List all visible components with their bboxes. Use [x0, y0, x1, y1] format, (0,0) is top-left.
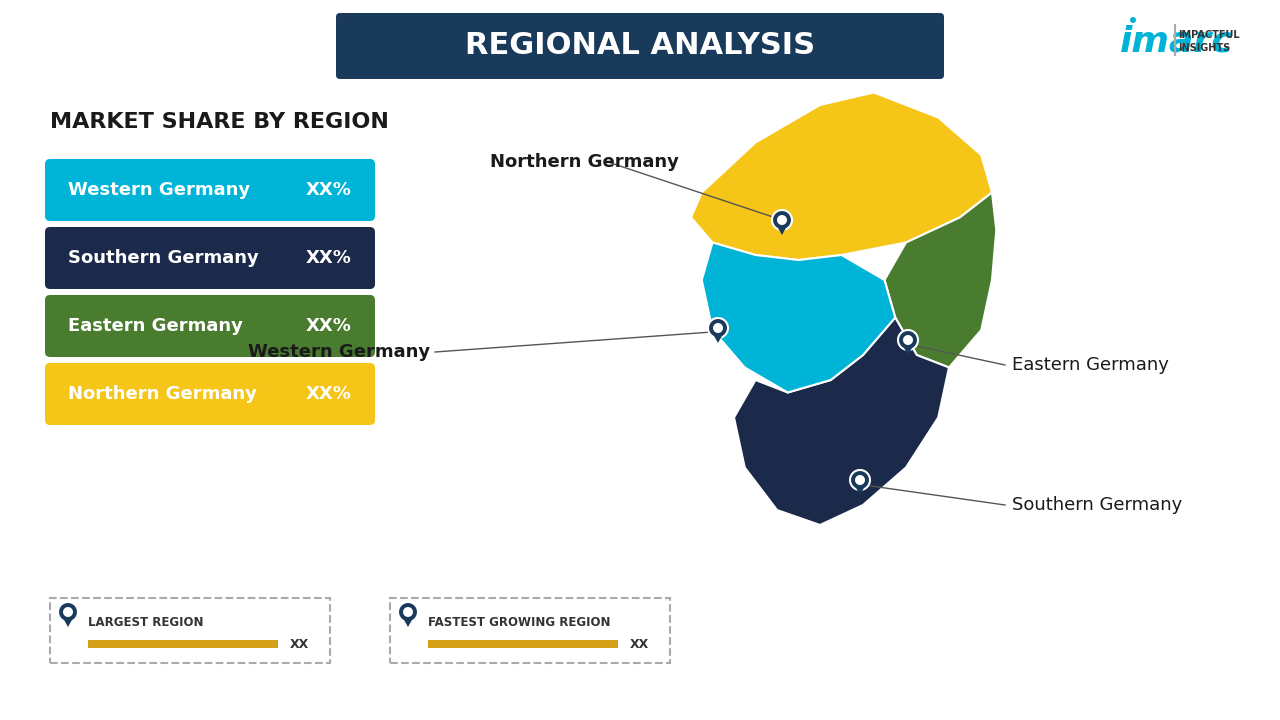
Polygon shape: [691, 92, 992, 260]
Polygon shape: [713, 334, 723, 343]
Circle shape: [713, 323, 723, 333]
FancyBboxPatch shape: [335, 13, 945, 79]
Text: XX: XX: [291, 637, 310, 650]
Text: XX: XX: [630, 637, 649, 650]
Text: Western Germany: Western Germany: [248, 343, 430, 361]
Text: imarc: imarc: [1120, 25, 1234, 59]
Polygon shape: [884, 192, 996, 367]
Polygon shape: [855, 486, 865, 495]
Circle shape: [708, 318, 728, 338]
Text: MARKET SHARE BY REGION: MARKET SHARE BY REGION: [50, 112, 389, 132]
Text: Northern Germany: Northern Germany: [490, 153, 678, 171]
Text: XX%: XX%: [306, 385, 352, 403]
Text: Eastern Germany: Eastern Germany: [68, 317, 243, 335]
Circle shape: [899, 330, 918, 350]
FancyBboxPatch shape: [45, 227, 375, 289]
Bar: [428, 640, 618, 648]
Polygon shape: [733, 318, 948, 525]
Circle shape: [1130, 17, 1137, 23]
FancyBboxPatch shape: [50, 598, 330, 662]
Polygon shape: [777, 226, 787, 235]
Text: XX%: XX%: [306, 249, 352, 267]
Circle shape: [58, 602, 78, 622]
Circle shape: [855, 475, 865, 485]
Text: XX%: XX%: [306, 181, 352, 199]
Text: Eastern Germany: Eastern Germany: [1012, 356, 1169, 374]
FancyBboxPatch shape: [45, 159, 375, 221]
Text: Western Germany: Western Germany: [68, 181, 250, 199]
Circle shape: [403, 607, 413, 617]
Text: Southern Germany: Southern Germany: [1012, 496, 1183, 514]
Circle shape: [398, 602, 419, 622]
Polygon shape: [701, 243, 895, 392]
Text: Northern Germany: Northern Germany: [68, 385, 257, 403]
Polygon shape: [63, 618, 73, 627]
Bar: [88, 640, 278, 648]
Circle shape: [850, 470, 870, 490]
FancyBboxPatch shape: [390, 598, 669, 662]
Text: LARGEST REGION: LARGEST REGION: [88, 616, 204, 629]
FancyBboxPatch shape: [45, 295, 375, 357]
Polygon shape: [403, 618, 413, 627]
Text: REGIONAL ANALYSIS: REGIONAL ANALYSIS: [465, 32, 815, 60]
Circle shape: [772, 210, 792, 230]
Polygon shape: [902, 346, 913, 355]
Circle shape: [902, 335, 913, 345]
Text: Southern Germany: Southern Germany: [68, 249, 259, 267]
Text: IMPACTFUL: IMPACTFUL: [1178, 30, 1239, 40]
Circle shape: [63, 607, 73, 617]
Text: INSIGHTS: INSIGHTS: [1178, 43, 1230, 53]
Circle shape: [777, 215, 787, 225]
Text: FASTEST GROWING REGION: FASTEST GROWING REGION: [428, 616, 611, 629]
Text: XX%: XX%: [306, 317, 352, 335]
FancyBboxPatch shape: [45, 363, 375, 425]
